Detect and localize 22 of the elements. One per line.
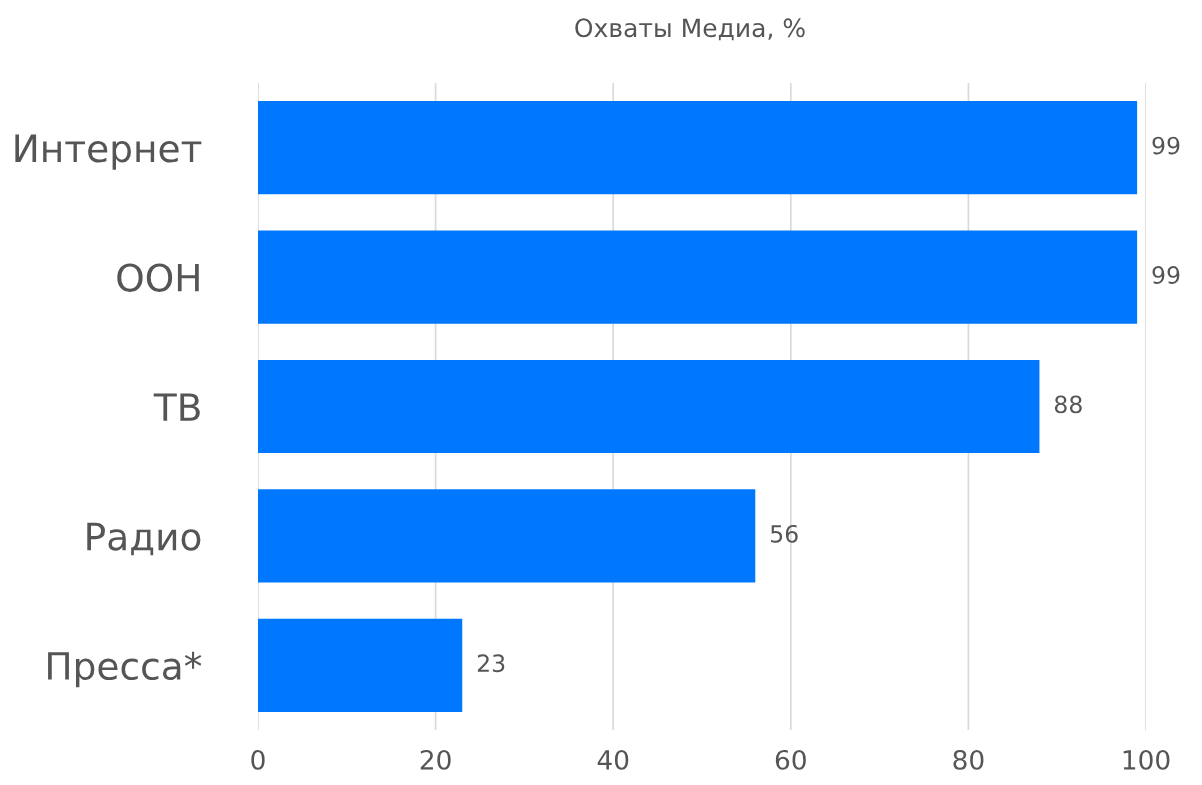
data-label: 56 [770,524,798,543]
bar [258,230,1138,324]
bar [258,489,756,583]
data-label: 99 [1152,266,1180,284]
x-tick-label: 100 [1123,749,1170,770]
y-tick-label: ООН [117,263,199,292]
chart-title: Охваты Медиа, % [575,18,805,41]
x-tick-label: 60 [775,749,806,770]
bar [258,618,463,712]
data-label: 23 [477,654,505,673]
y-tick-label: ТВ [153,393,200,421]
y-tick-label: Радио [87,522,201,556]
y-tick-label: Пресса* [48,651,202,688]
x-tick-label: 20 [420,749,451,770]
x-tick-label: 80 [953,749,984,770]
data-label: 99 [1152,136,1180,155]
bar [258,101,1138,195]
x-tick-label: 40 [597,749,629,770]
bar [258,359,1040,454]
data-label: 88 [1054,395,1082,414]
y-tick-label: Интернет [15,134,202,170]
x-tick-label: 0 [251,749,265,770]
